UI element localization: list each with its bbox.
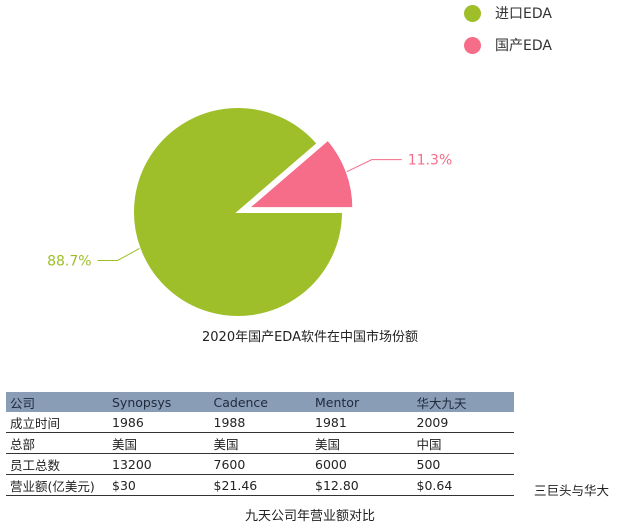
table-row: 员工总数 13200 7600 6000 500 (6, 453, 514, 475)
table-cell: $12.80 (311, 474, 413, 496)
table-cell: $30 (108, 474, 210, 496)
pie-slice (245, 138, 355, 210)
pie-slice (132, 106, 345, 318)
table-cell: 美国 (311, 432, 413, 454)
row-label: 员工总数 (6, 453, 108, 475)
table-row: 营业额(亿美元) $30 $21.46 $12.80 $0.64 (6, 474, 514, 496)
table-cell: 500 (412, 453, 514, 475)
table-header-row: 公司 Synopsys Cadence Mentor 华大九天 (6, 392, 514, 412)
column-header: 公司 (10, 395, 36, 411)
side-note: 三巨头与华大 (534, 483, 610, 498)
column-header: Synopsys (112, 394, 172, 410)
table-row: 总部 美国 美国 美国 中国 (6, 432, 514, 454)
table-row: 成立时间 1986 1988 1981 2009 (6, 412, 514, 433)
table-cell: 13200 (108, 453, 210, 475)
column-header: Cadence (213, 394, 269, 410)
table-cell: 1988 (209, 412, 311, 433)
table-caption: 九天公司年营业额对比 (244, 509, 375, 524)
legend-item: 进口EDA (464, 2, 552, 24)
table-cell: 2009 (412, 412, 514, 433)
label-leader-line (346, 159, 402, 173)
legend-label: 进口EDA (495, 6, 552, 22)
row-label: 营业额(亿美元) (6, 474, 108, 496)
table-cell: 中国 (412, 432, 514, 454)
legend-label: 国产EDA (495, 38, 552, 54)
pie-chart: 88.7% 11.3% (47, 106, 452, 318)
row-label: 成立时间 (6, 412, 108, 433)
chart-title: 2020年国产EDA软件在中国市场份额 (202, 330, 418, 345)
legend-swatch (464, 36, 481, 54)
table-cell: $21.46 (209, 474, 311, 496)
table-cell: 美国 (108, 432, 210, 454)
legend-item: 国产EDA (464, 34, 552, 56)
row-label: 总部 (6, 432, 108, 454)
slice-value-label: 11.3% (408, 153, 452, 169)
table-cell: 1986 (108, 412, 210, 433)
company-comparison-table: 公司 Synopsys Cadence Mentor 华大九天 成立时间 1986 1988… (6, 392, 514, 496)
table-cell: 美国 (209, 432, 311, 454)
table-cell: $0.64 (412, 474, 514, 496)
chart-legend: 进口EDA 国产EDA (464, 0, 624, 60)
table-body: 成立时间 1986 1988 1981 2009 总部 美国 美国 美国 中国 员工总数 13200 7… (6, 412, 514, 496)
legend-swatch (464, 4, 481, 22)
column-header: 华大九天 (416, 395, 467, 411)
table-cell: 6000 (311, 453, 413, 475)
label-leader-line (97, 248, 140, 261)
slice-value-label: 88.7% (47, 253, 91, 269)
table-cell: 7600 (209, 453, 311, 475)
table-cell: 1981 (311, 412, 413, 433)
column-header: Mentor (315, 394, 360, 410)
